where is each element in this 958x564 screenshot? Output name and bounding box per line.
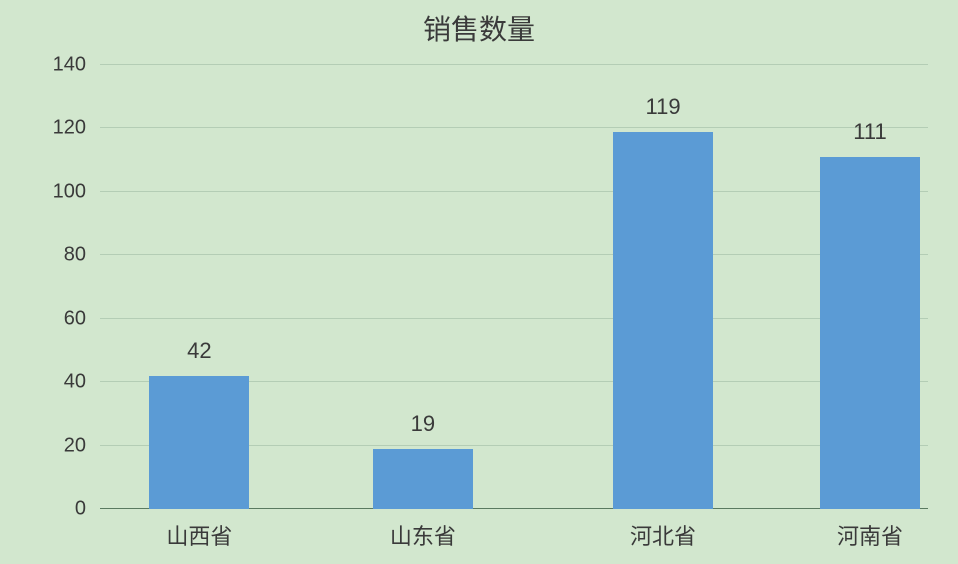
y-tick-label: 100 [53,180,100,203]
y-tick-label: 20 [64,434,100,457]
bar-group: 19 [373,65,473,509]
bar [373,449,473,509]
bar-value-label: 19 [411,411,435,437]
x-category-label: 河南省 [837,509,903,551]
bar-group: 111 [820,65,920,509]
bar [613,132,713,509]
y-tick-label: 40 [64,371,100,394]
plot-area: 02040608010012014042山西省19山东省119河北省111河南省 [100,65,928,509]
y-tick-label: 140 [53,54,100,77]
bar [149,376,249,509]
bar-chart: 销售数量 02040608010012014042山西省19山东省119河北省1… [0,0,958,564]
y-tick-label: 0 [75,498,100,521]
y-tick-label: 80 [64,244,100,267]
bar-value-label: 111 [853,119,886,145]
y-tick-label: 120 [53,117,100,140]
bar-group: 42 [149,65,249,509]
bar-value-label: 42 [187,338,211,364]
bar [820,157,920,509]
x-category-label: 山东省 [390,509,456,551]
y-tick-label: 60 [64,307,100,330]
bar-group: 119 [613,65,713,509]
x-category-label: 山西省 [166,509,232,551]
x-category-label: 河北省 [630,509,696,551]
bar-value-label: 119 [645,94,680,120]
chart-title: 销售数量 [0,8,958,48]
